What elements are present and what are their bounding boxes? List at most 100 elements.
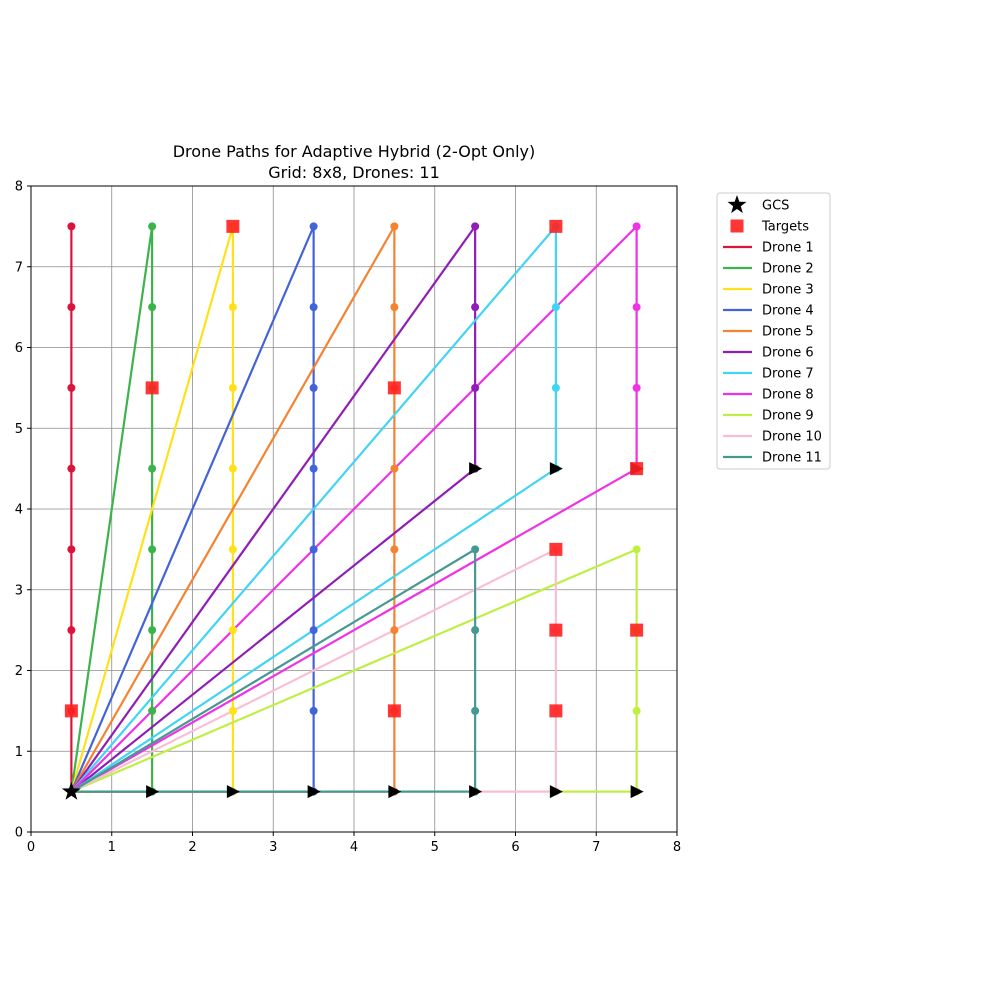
x-tick-label-4: 4 bbox=[350, 840, 358, 855]
drone-3-visit-point-1 bbox=[228, 303, 237, 312]
drone-5-visit-point-5 bbox=[390, 626, 399, 635]
gcs-marker bbox=[61, 781, 81, 800]
legend-drone-1-label: Drone 1 bbox=[762, 241, 814, 256]
x-tick-label-7: 7 bbox=[592, 840, 600, 855]
target-marker-6 bbox=[630, 462, 644, 476]
target-marker-0 bbox=[64, 704, 78, 718]
drone-11-visit-point-2 bbox=[471, 706, 480, 715]
target-marker-10 bbox=[549, 704, 563, 718]
drone-2-visit-point-0 bbox=[148, 222, 157, 231]
drone-2-visit-point-3 bbox=[148, 464, 157, 473]
drone-7-visit-point-1 bbox=[551, 303, 560, 312]
drone-1-visit-point-6 bbox=[67, 222, 76, 231]
legend-gcs-label: GCS bbox=[762, 199, 789, 214]
path-end-marker-0 bbox=[146, 785, 160, 799]
x-tick-label-3: 3 bbox=[269, 840, 277, 855]
drone-6-path bbox=[70, 225, 477, 793]
drone-8-visit-point-1 bbox=[632, 303, 641, 312]
drone-11-visit-point-1 bbox=[471, 626, 480, 635]
drone-2-visit-point-6 bbox=[148, 706, 157, 715]
legend-drone-8-label: Drone 8 bbox=[762, 388, 814, 403]
target-marker-7 bbox=[549, 542, 563, 556]
drone-4-visit-point-6 bbox=[309, 706, 318, 715]
y-tick-label-1: 1 bbox=[15, 745, 23, 760]
legend-drone-6-label: Drone 6 bbox=[762, 346, 814, 361]
drone-6-visit-point-1 bbox=[471, 303, 480, 312]
legend-targets-label: Targets bbox=[761, 220, 809, 235]
drone-10-path bbox=[70, 548, 557, 793]
x-tick-label-8: 8 bbox=[673, 840, 681, 855]
drone-1-visit-point-1 bbox=[67, 626, 76, 635]
drone-3-visit-point-6 bbox=[228, 706, 237, 715]
drone-9-visit-point-2 bbox=[632, 706, 641, 715]
legend-drone-3-label: Drone 3 bbox=[762, 283, 814, 298]
target-markers bbox=[64, 219, 644, 718]
drone-1-visit-point-3 bbox=[67, 464, 76, 473]
path-end-marker-8 bbox=[549, 462, 563, 476]
x-tick-label-5: 5 bbox=[431, 840, 439, 855]
path-end-marker-3 bbox=[388, 785, 402, 799]
x-tick-label-0: 0 bbox=[27, 840, 35, 855]
drone-4-visit-point-2 bbox=[309, 383, 318, 392]
legend-drone-2-label: Drone 2 bbox=[762, 262, 814, 277]
drone-4-visit-point-0 bbox=[309, 222, 318, 231]
legend-drone-4-label: Drone 4 bbox=[762, 304, 814, 319]
drone-1-visit-point-5 bbox=[67, 303, 76, 312]
y-tick-label-8: 8 bbox=[15, 180, 23, 195]
legend-drone-11-label: Drone 11 bbox=[762, 451, 822, 466]
drone-6-visit-point-0 bbox=[471, 222, 480, 231]
chart-subtitle: Grid: 8x8, Drones: 11 bbox=[268, 163, 440, 182]
gcs-marker-group bbox=[61, 781, 81, 800]
y-tick-label-3: 3 bbox=[15, 583, 23, 598]
drone-9-visit-point-0 bbox=[632, 545, 641, 554]
drone-5-visit-point-4 bbox=[390, 545, 399, 554]
drone-1-visit-point-4 bbox=[67, 383, 76, 392]
drone-3-visit-point-3 bbox=[228, 464, 237, 473]
x-axis-ticks: 0 1 2 3 4 5 6 7 8 bbox=[27, 832, 681, 855]
legend-gcs-swatch bbox=[727, 195, 747, 214]
y-tick-label-6: 6 bbox=[15, 341, 23, 356]
drone-4-visit-point-3 bbox=[309, 464, 318, 473]
y-tick-label-7: 7 bbox=[15, 260, 23, 275]
path-end-marker-5 bbox=[549, 785, 563, 799]
drone-5-visit-point-3 bbox=[390, 464, 399, 473]
legend-frame bbox=[716, 192, 831, 470]
path-end-marker-4 bbox=[469, 785, 483, 799]
drone-2-visit-point-5 bbox=[148, 626, 157, 635]
drone-1-visit-point-2 bbox=[67, 545, 76, 554]
y-tick-label-2: 2 bbox=[15, 664, 23, 679]
x-tick-label-6: 6 bbox=[511, 840, 519, 855]
legend-drone-5-label: Drone 5 bbox=[762, 325, 814, 340]
legend-drone-7-label: Drone 7 bbox=[762, 367, 814, 382]
target-marker-5 bbox=[549, 219, 563, 233]
drone-4-visit-point-1 bbox=[309, 303, 318, 312]
y-axis-ticks: 0 1 2 3 4 5 6 7 8 bbox=[15, 180, 31, 841]
drone-9-path bbox=[70, 548, 638, 793]
drone-3-visit-point-5 bbox=[228, 626, 237, 635]
legend-drone-9-label: Drone 9 bbox=[762, 409, 814, 424]
drone-11-path bbox=[70, 548, 477, 793]
target-marker-2 bbox=[226, 219, 240, 233]
chart-title: Drone Paths for Adaptive Hybrid (2-Opt O… bbox=[173, 142, 536, 161]
drone-4-visit-point-5 bbox=[309, 626, 318, 635]
drone-7-visit-point-2 bbox=[551, 383, 560, 392]
path-end-marker-7 bbox=[469, 462, 483, 476]
target-marker-8 bbox=[549, 623, 563, 637]
path-end-marker-6 bbox=[630, 785, 644, 799]
drone-8-visit-point-0 bbox=[632, 222, 641, 231]
drone-2-visit-point-1 bbox=[148, 303, 157, 312]
x-tick-label-1: 1 bbox=[108, 840, 116, 855]
legend-targets-swatch bbox=[730, 219, 744, 233]
path-end-marker-1 bbox=[226, 785, 240, 799]
target-marker-3 bbox=[387, 381, 401, 395]
path-end-marker-2 bbox=[307, 785, 321, 799]
drone-8-path bbox=[70, 225, 638, 793]
legend: GCS Targets Drone 1 Drone 2 Drone 3 Drone 4 Dr… bbox=[716, 192, 831, 470]
drone-5-visit-point-1 bbox=[390, 303, 399, 312]
drone-8-visit-point-2 bbox=[632, 383, 641, 392]
drone-2-visit-point-4 bbox=[148, 545, 157, 554]
target-marker-1 bbox=[145, 381, 159, 395]
x-tick-label-2: 2 bbox=[188, 840, 196, 855]
legend-drone-10-label: Drone 10 bbox=[762, 430, 822, 445]
